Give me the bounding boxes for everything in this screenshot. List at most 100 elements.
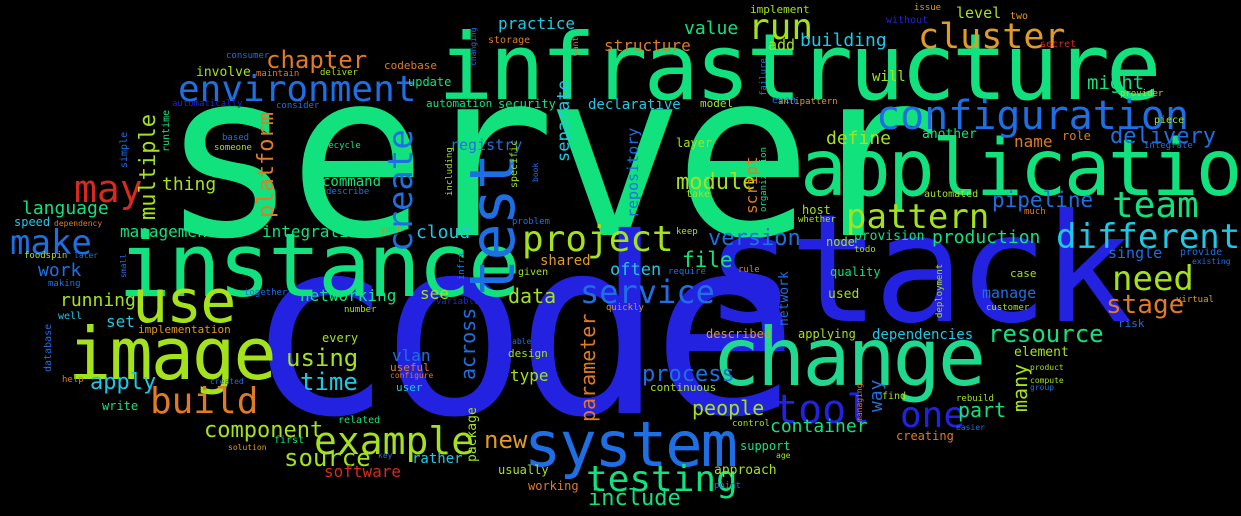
word-continuous: continuous: [650, 381, 717, 394]
word-infra: infra: [457, 252, 467, 280]
word-storage: storage: [488, 35, 531, 46]
word-will: will: [872, 69, 906, 85]
word-shared: shared: [540, 253, 591, 269]
word-group: group: [1030, 383, 1055, 392]
word-pattern: pattern: [846, 197, 990, 237]
word-every: every: [322, 331, 359, 345]
word-quickly: quickly: [606, 303, 644, 313]
word-run: run: [748, 7, 814, 48]
word-configuration: configuration: [876, 93, 1190, 139]
word-resource: resource: [988, 320, 1104, 348]
word-chapter: chapter: [266, 46, 368, 74]
word-someone: someone: [214, 143, 252, 153]
word-key: key: [378, 451, 393, 460]
word-pipeline: pipeline: [992, 188, 1094, 212]
word-without: without: [886, 15, 929, 26]
word-foodspin: foodspin: [24, 251, 68, 261]
word-two: two: [1010, 11, 1029, 22]
word-help: help: [62, 375, 84, 385]
word-server: server: [160, 23, 941, 290]
word-much: much: [1024, 207, 1046, 217]
word-add: add: [768, 36, 796, 54]
word-issue: issue: [914, 3, 942, 13]
word-virtual: virtual: [1176, 295, 1214, 305]
word-secret: secret: [1040, 39, 1077, 50]
word-consumer: consumer: [226, 51, 270, 61]
word-managing: managing: [855, 383, 864, 422]
word-security: security: [498, 97, 556, 111]
word-control: control: [732, 419, 770, 429]
word-new: new: [484, 426, 528, 454]
word-deliver: deliver: [320, 68, 358, 78]
word-use: use: [132, 267, 236, 337]
word-running: running: [60, 290, 136, 311]
word-useful: useful: [390, 361, 430, 374]
word-repository: repository: [624, 127, 642, 218]
word-whether: whether: [798, 215, 836, 225]
word-practice: practice: [498, 14, 576, 33]
word-small: small: [119, 253, 128, 278]
word-node: node: [826, 235, 855, 249]
word-describe: describe: [326, 187, 370, 197]
word-easier: easier: [956, 423, 985, 432]
word-provider: provider: [1120, 89, 1164, 99]
word-rather: rather: [412, 451, 463, 467]
word-even: even: [772, 95, 797, 106]
word-customer: customer: [986, 303, 1030, 313]
word-quality: quality: [830, 265, 881, 279]
word-take: take: [686, 189, 711, 200]
word-given: given: [518, 267, 549, 278]
word-case: case: [1010, 267, 1037, 280]
word-rule: rule: [738, 265, 760, 275]
word-runtime: runtime: [161, 109, 172, 152]
word-failure: failure: [759, 58, 769, 96]
word-compute: compute: [1030, 376, 1064, 385]
word-product: product: [1030, 363, 1064, 372]
word-single: single: [1108, 244, 1163, 262]
word-parameter: parameter: [576, 313, 600, 422]
word-approach: approach: [714, 463, 777, 478]
word-implement: implement: [750, 3, 810, 16]
word-name: name: [1014, 132, 1053, 151]
word-building: building: [800, 30, 887, 51]
word-working: working: [528, 479, 579, 493]
word-want: want: [571, 36, 580, 56]
word-piece: piece: [1154, 115, 1185, 126]
word-people: people: [692, 396, 765, 420]
word-testing: testing: [586, 459, 738, 500]
word-including: including: [445, 147, 455, 196]
word-image: image: [68, 312, 277, 396]
word-todo: todo: [854, 245, 876, 255]
word-point: point: [714, 481, 742, 491]
word-using: using: [286, 344, 359, 372]
word-make: make: [10, 223, 92, 263]
word-integrate: integrate: [1144, 141, 1193, 151]
word-platform: platform: [254, 112, 279, 218]
word-across: across: [456, 307, 480, 380]
word-automatically: automatically: [172, 99, 243, 109]
word-existing: existing: [1192, 257, 1231, 266]
word-automated: automated: [924, 189, 979, 200]
word-infrastructure: infrastructure: [438, 14, 1161, 121]
word-applying: applying: [798, 327, 856, 341]
word-manage: manage: [982, 284, 1037, 302]
word-organization: organization: [759, 146, 769, 212]
word-created: created: [210, 377, 244, 386]
word-structure: structure: [604, 36, 691, 55]
word-different: different: [1056, 217, 1241, 257]
word-need: need: [1112, 259, 1194, 299]
word-write: write: [102, 399, 139, 413]
word-described: described: [706, 327, 772, 341]
word-may: may: [74, 167, 143, 211]
word-system: system: [524, 408, 738, 481]
word-environment: environment: [178, 69, 417, 110]
word-provide: provide: [1180, 247, 1223, 258]
word-stack: stack: [705, 183, 1133, 357]
word-change: change: [712, 311, 986, 404]
word-software: software: [324, 462, 402, 481]
word-type: type: [510, 366, 549, 385]
word-delivery: delivery: [1110, 124, 1216, 149]
word-container: container: [770, 416, 868, 437]
word-cluster: cluster: [918, 17, 1066, 57]
word-keep: keep: [676, 227, 698, 237]
